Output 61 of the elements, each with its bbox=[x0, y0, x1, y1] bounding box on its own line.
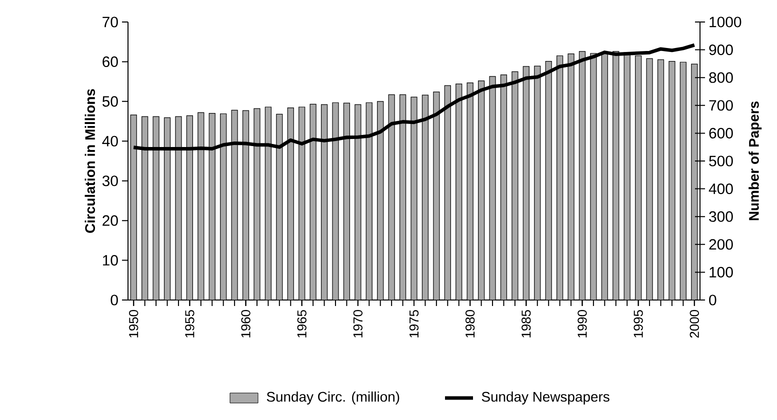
bar bbox=[545, 61, 552, 300]
y-tick-label: 30 bbox=[102, 176, 118, 186]
bar bbox=[680, 62, 686, 300]
bar bbox=[242, 110, 250, 300]
x-tick-label: 1995 bbox=[634, 310, 643, 338]
y2-tick-label: 100 bbox=[710, 266, 733, 278]
x-tick-label: 1960 bbox=[241, 310, 250, 338]
bar bbox=[466, 82, 474, 300]
y-tick-label: 50 bbox=[102, 96, 118, 107]
x-tick-label: 1970 bbox=[353, 310, 363, 338]
bar bbox=[186, 115, 193, 300]
bar bbox=[164, 117, 171, 300]
bar bbox=[343, 102, 350, 300]
bar bbox=[399, 94, 406, 300]
y2-tick-label: 0 bbox=[709, 294, 716, 306]
bar bbox=[612, 51, 620, 300]
y2-axis-title: Number of Papers bbox=[748, 102, 762, 220]
x-tick-label: 1980 bbox=[465, 310, 475, 338]
bar bbox=[691, 64, 698, 300]
y2-tick-label: 700 bbox=[709, 100, 733, 111]
bar bbox=[456, 84, 462, 300]
bar bbox=[320, 104, 328, 300]
bar bbox=[208, 113, 216, 300]
bar bbox=[130, 114, 137, 300]
bar bbox=[578, 51, 586, 300]
bar bbox=[556, 55, 564, 300]
y-tick-label: 60 bbox=[102, 56, 118, 67]
y-tick-label: 70 bbox=[102, 16, 118, 28]
y-tick-label: 10 bbox=[103, 254, 118, 266]
y2-tick-label: 1000 bbox=[710, 16, 742, 28]
bar bbox=[478, 80, 485, 300]
bar bbox=[366, 102, 372, 300]
bar bbox=[264, 106, 272, 300]
bar bbox=[635, 55, 642, 300]
bar bbox=[601, 52, 608, 300]
bar bbox=[522, 66, 530, 300]
y2-tick-label: 900 bbox=[709, 44, 733, 56]
y2-tick-label: 600 bbox=[709, 128, 733, 138]
y2-tick-label: 200 bbox=[709, 239, 733, 250]
x-tick-label: 1955 bbox=[185, 310, 194, 338]
y2-tick-label: 400 bbox=[708, 184, 733, 194]
bar bbox=[388, 94, 395, 300]
y2-tick-label: 300 bbox=[709, 211, 733, 222]
bar bbox=[422, 94, 429, 300]
legend-label: Sunday Newspapers bbox=[482, 391, 610, 404]
y2-tick-label: 800 bbox=[709, 72, 733, 83]
bar bbox=[657, 59, 664, 300]
x-tick-label: 1965 bbox=[297, 310, 306, 338]
y-tick-label: 40 bbox=[102, 136, 118, 146]
legend-label: Sunday Circ. (million) bbox=[266, 391, 400, 404]
y-tick-label: 20 bbox=[102, 215, 118, 226]
y2-tick-label: 500 bbox=[709, 156, 733, 166]
y-axis-title: Circulation in Millions bbox=[84, 89, 96, 233]
x-tick-label: 1990 bbox=[578, 310, 587, 338]
bar bbox=[500, 74, 508, 300]
x-tick-label: 2000 bbox=[690, 310, 699, 338]
x-tick-label: 1975 bbox=[409, 310, 419, 338]
y-tick-label: 0 bbox=[110, 294, 118, 306]
bar bbox=[534, 66, 541, 300]
x-tick-label: 1985 bbox=[522, 310, 531, 338]
x-tick-label: 1950 bbox=[129, 310, 138, 338]
